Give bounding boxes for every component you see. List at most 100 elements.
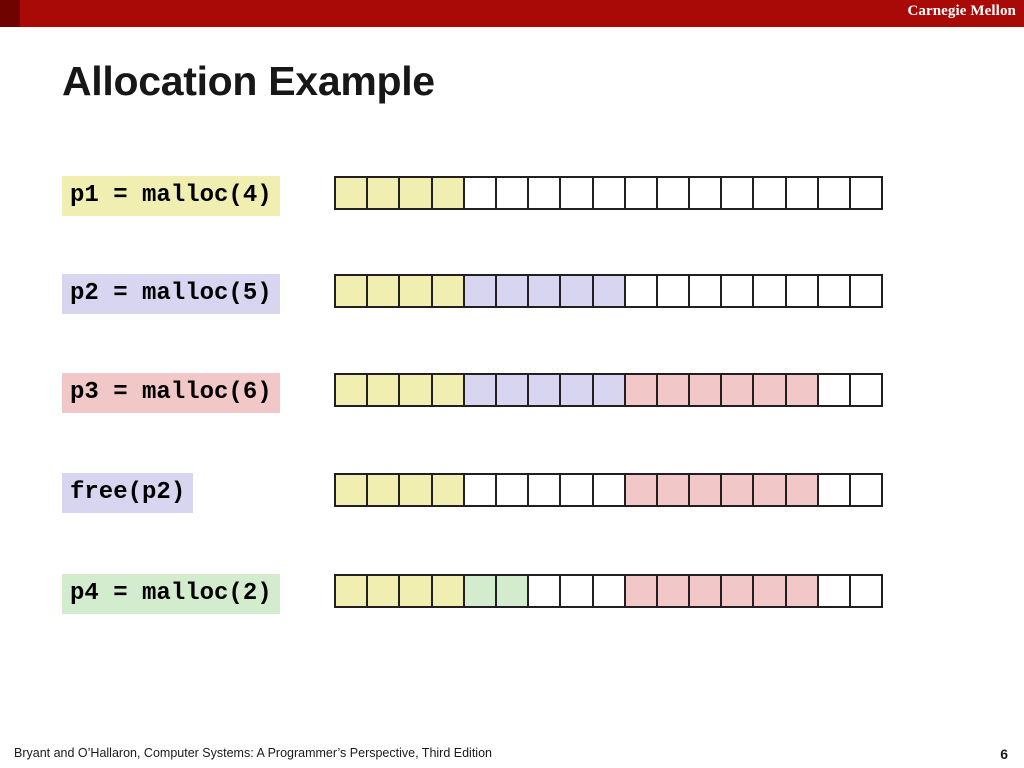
memory-cell-empty [494, 176, 530, 210]
memory-cell-yellow [366, 574, 401, 608]
memory-cell-lavender [591, 274, 626, 308]
memory-cell-yellow [430, 373, 465, 407]
memory-cell-green [494, 574, 530, 608]
memory-cell-empty [623, 274, 658, 308]
memory-cell-yellow [366, 274, 401, 308]
memory-cell-empty [849, 473, 884, 507]
memory-cell-lavender [559, 373, 594, 407]
memory-cell-yellow [398, 176, 433, 210]
memory-cell-empty [816, 473, 851, 507]
memory-cell-empty [752, 176, 787, 210]
memory-cell-empty [849, 373, 884, 407]
memory-cell-lavender [494, 373, 530, 407]
memory-cell-yellow [430, 574, 465, 608]
memory-cell-pink [752, 473, 787, 507]
memory-cell-pink [720, 473, 755, 507]
memory-cell-yellow [398, 574, 433, 608]
memory-cell-pink [688, 473, 723, 507]
header-bar: Carnegie Mellon [0, 0, 1024, 27]
memory-grid [334, 274, 884, 308]
memory-cell-yellow [334, 574, 369, 608]
memory-cell-empty [462, 473, 497, 507]
memory-cell-empty [720, 274, 755, 308]
memory-cell-pink [752, 574, 787, 608]
memory-cell-pink [784, 373, 819, 407]
memory-cell-lavender [494, 274, 530, 308]
memory-cell-pink [623, 473, 658, 507]
allocation-row: p4 = malloc(2) [0, 574, 1024, 618]
allocation-code-label: p2 = malloc(5) [62, 274, 280, 314]
memory-cell-pink [784, 473, 819, 507]
memory-cell-yellow [398, 373, 433, 407]
page-title: Allocation Example [62, 58, 435, 104]
header-bar-accent [0, 0, 20, 27]
memory-cell-empty [784, 274, 819, 308]
memory-cell-empty [623, 176, 658, 210]
memory-grid [334, 373, 884, 407]
memory-cell-empty [849, 176, 884, 210]
memory-cell-yellow [366, 373, 401, 407]
memory-cell-empty [655, 274, 691, 308]
memory-cell-yellow [398, 274, 433, 308]
memory-cell-pink [655, 473, 691, 507]
memory-grid [334, 176, 884, 210]
memory-cell-empty [527, 574, 562, 608]
memory-cell-empty [559, 176, 594, 210]
memory-cell-empty [559, 473, 594, 507]
memory-cell-lavender [462, 373, 497, 407]
memory-cell-empty [655, 176, 691, 210]
memory-grid [334, 574, 884, 608]
memory-cell-empty [494, 473, 530, 507]
memory-cell-yellow [430, 473, 465, 507]
memory-cell-pink [688, 574, 723, 608]
memory-cell-yellow [334, 473, 369, 507]
allocation-code-label: p1 = malloc(4) [62, 176, 280, 216]
memory-cell-yellow [334, 373, 369, 407]
memory-cell-pink [623, 574, 658, 608]
memory-cell-empty [816, 176, 851, 210]
memory-cell-lavender [462, 274, 497, 308]
memory-grid [334, 473, 884, 507]
memory-cell-empty [816, 274, 851, 308]
memory-cell-empty [591, 473, 626, 507]
memory-cell-empty [784, 176, 819, 210]
footer-citation: Bryant and O’Hallaron, Computer Systems:… [14, 746, 492, 760]
allocation-code-label: free(p2) [62, 473, 194, 513]
memory-cell-empty [849, 274, 884, 308]
allocation-row: p3 = malloc(6) [0, 373, 1024, 417]
memory-cell-green [462, 574, 497, 608]
memory-cell-empty [816, 574, 851, 608]
memory-cell-empty [688, 274, 723, 308]
memory-cell-empty [816, 373, 851, 407]
allocation-code-label: p4 = malloc(2) [62, 574, 280, 614]
memory-cell-lavender [527, 274, 562, 308]
memory-cell-pink [623, 373, 658, 407]
allocation-row: p2 = malloc(5) [0, 274, 1024, 318]
memory-cell-empty [591, 176, 626, 210]
memory-cell-pink [655, 373, 691, 407]
memory-cell-pink [752, 373, 787, 407]
page-number: 6 [1000, 746, 1008, 762]
memory-cell-pink [720, 373, 755, 407]
memory-cell-empty [462, 176, 497, 210]
memory-cell-lavender [527, 373, 562, 407]
memory-cell-empty [559, 574, 594, 608]
memory-cell-yellow [366, 473, 401, 507]
allocation-row: p1 = malloc(4) [0, 176, 1024, 220]
memory-cell-empty [752, 274, 787, 308]
allocation-row: free(p2) [0, 473, 1024, 517]
memory-cell-yellow [430, 274, 465, 308]
memory-cell-empty [688, 176, 723, 210]
memory-cell-empty [527, 176, 562, 210]
memory-cell-yellow [430, 176, 465, 210]
memory-cell-yellow [334, 274, 369, 308]
memory-cell-pink [688, 373, 723, 407]
allocation-code-label: p3 = malloc(6) [62, 373, 280, 413]
memory-cell-lavender [591, 373, 626, 407]
memory-cell-empty [849, 574, 884, 608]
memory-cell-empty [720, 176, 755, 210]
memory-cell-yellow [398, 473, 433, 507]
memory-cell-yellow [366, 176, 401, 210]
brand-label: Carnegie Mellon [907, 3, 1016, 19]
